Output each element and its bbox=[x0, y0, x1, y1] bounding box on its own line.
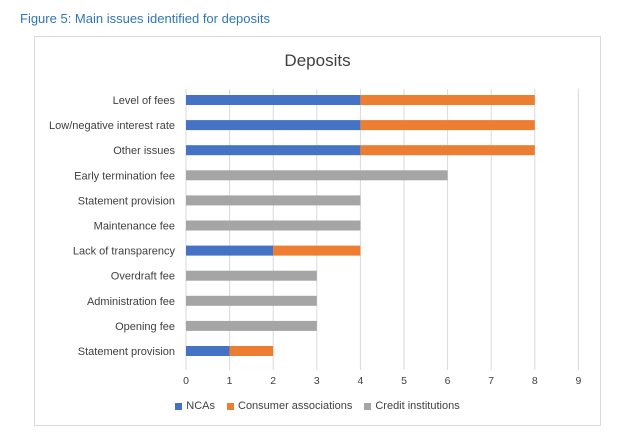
bar-credit-institutions-maintenance-fee bbox=[186, 220, 361, 231]
legend-item-credit-institutions: Credit institutions bbox=[364, 400, 460, 412]
category-label: Early termination fee bbox=[74, 170, 175, 182]
category-label: Statement provision bbox=[78, 195, 175, 207]
x-tick-label: 4 bbox=[357, 375, 363, 387]
bar-consumer-associations-level-of-fees bbox=[360, 95, 535, 105]
bar-ncas-other-issues bbox=[186, 145, 361, 156]
x-tick-label: 0 bbox=[183, 375, 189, 387]
category-label: Lack of transparency bbox=[73, 246, 176, 258]
bar-consumer-associations-low-negative-interest-rate bbox=[360, 120, 535, 131]
legend-item-ncas: NCAs bbox=[175, 400, 215, 412]
bar-consumer-associations-lack-of-transparency bbox=[273, 245, 361, 256]
category-label: Opening fee bbox=[115, 321, 175, 333]
bar-ncas-lack-of-transparency bbox=[186, 245, 274, 256]
bar-ncas-low-negative-interest-rate bbox=[186, 120, 361, 131]
legend-swatch-credit-institutions bbox=[364, 402, 372, 410]
category-label: Level of fees bbox=[113, 95, 176, 107]
legend-label-credit-institutions: Credit institutions bbox=[375, 400, 460, 412]
x-tick-label: 7 bbox=[488, 375, 494, 387]
bar-credit-institutions-administration-fee bbox=[186, 295, 317, 306]
figure-caption: Figure 5: Main issues identified for dep… bbox=[20, 11, 271, 26]
x-tick-labels: 0 1 2 3 4 5 6 7 8 9 bbox=[183, 375, 581, 387]
x-tick-label: 6 bbox=[445, 375, 451, 387]
category-label: Low/negative interest rate bbox=[49, 120, 175, 132]
bar-consumer-associations-statement-provision bbox=[229, 346, 274, 356]
category-label: Other issues bbox=[113, 145, 175, 157]
category-label: Statement provision bbox=[78, 346, 175, 358]
legend-label-consumer-associations: Consumer associations bbox=[238, 400, 353, 412]
category-label: Administration fee bbox=[87, 296, 175, 308]
x-tick-label: 3 bbox=[314, 375, 320, 387]
bar-ncas-statement-provision bbox=[186, 346, 230, 356]
category-labels: Level of fees Low/negative interest rate O… bbox=[49, 95, 175, 358]
chart-frame: Deposits Level of fees Low/negative inter… bbox=[34, 36, 601, 426]
bar-credit-institutions-opening-fee bbox=[186, 320, 317, 331]
x-tick-label: 9 bbox=[575, 375, 581, 387]
bar-credit-institutions-overdraft-fee bbox=[186, 270, 317, 281]
x-tick-label: 5 bbox=[401, 375, 407, 387]
legend-label-ncas: NCAs bbox=[186, 400, 215, 412]
bars bbox=[186, 95, 535, 356]
category-label: Maintenance fee bbox=[94, 221, 175, 233]
bar-ncas-level-of-fees bbox=[186, 95, 361, 105]
legend-item-consumer-associations: Consumer associations bbox=[227, 400, 352, 412]
bar-consumer-associations-other-issues bbox=[360, 145, 535, 156]
chart-title: Deposits bbox=[284, 51, 351, 70]
legend: NCAs Consumer associations Credit instit… bbox=[35, 400, 600, 412]
bar-credit-institutions-statement-provision bbox=[186, 195, 361, 206]
legend-swatch-ncas bbox=[175, 402, 183, 410]
x-tick-label: 8 bbox=[532, 375, 538, 387]
x-tick-label: 1 bbox=[227, 375, 233, 387]
bar-credit-institutions-early-termination-fee bbox=[186, 170, 448, 181]
chart-plot: Level of fees Low/negative interest rate O… bbox=[49, 89, 581, 387]
category-label: Overdraft fee bbox=[111, 271, 175, 283]
x-tick-label: 2 bbox=[270, 375, 276, 387]
legend-swatch-consumer-associations bbox=[227, 402, 234, 410]
